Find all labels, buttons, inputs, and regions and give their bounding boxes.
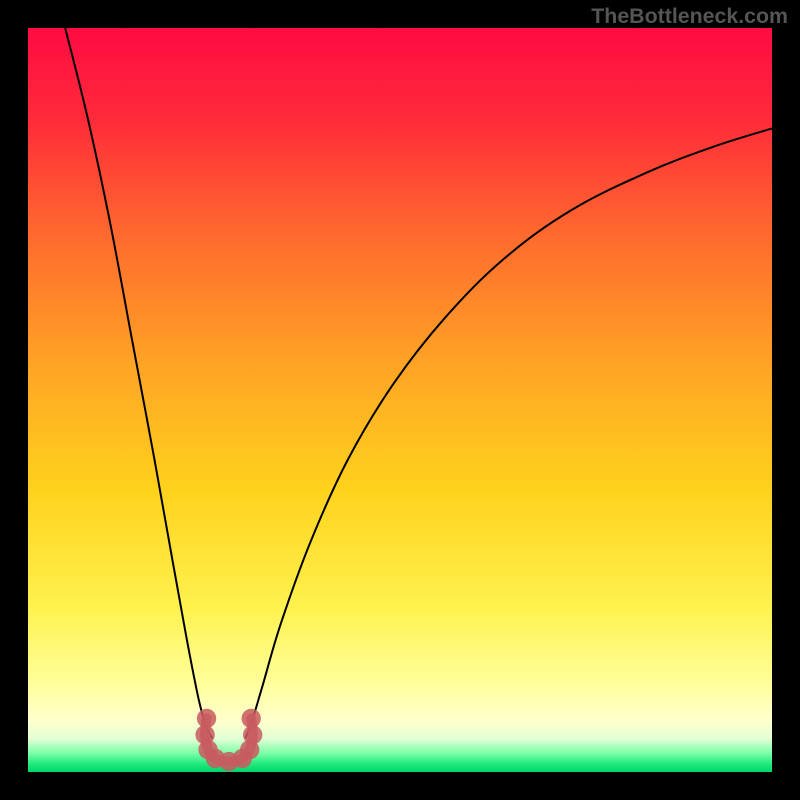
curve-left-branch <box>65 28 212 739</box>
bottom-u-beads <box>195 709 262 771</box>
bottom-u-bead <box>197 709 216 728</box>
watermark-text: TheBottleneck.com <box>591 4 788 29</box>
curve-right-branch <box>245 128 772 738</box>
bottleneck-curve-svg <box>28 28 772 772</box>
bottom-u-bead <box>242 709 261 728</box>
bottom-u-bead <box>243 725 262 744</box>
plot-area <box>28 28 772 772</box>
